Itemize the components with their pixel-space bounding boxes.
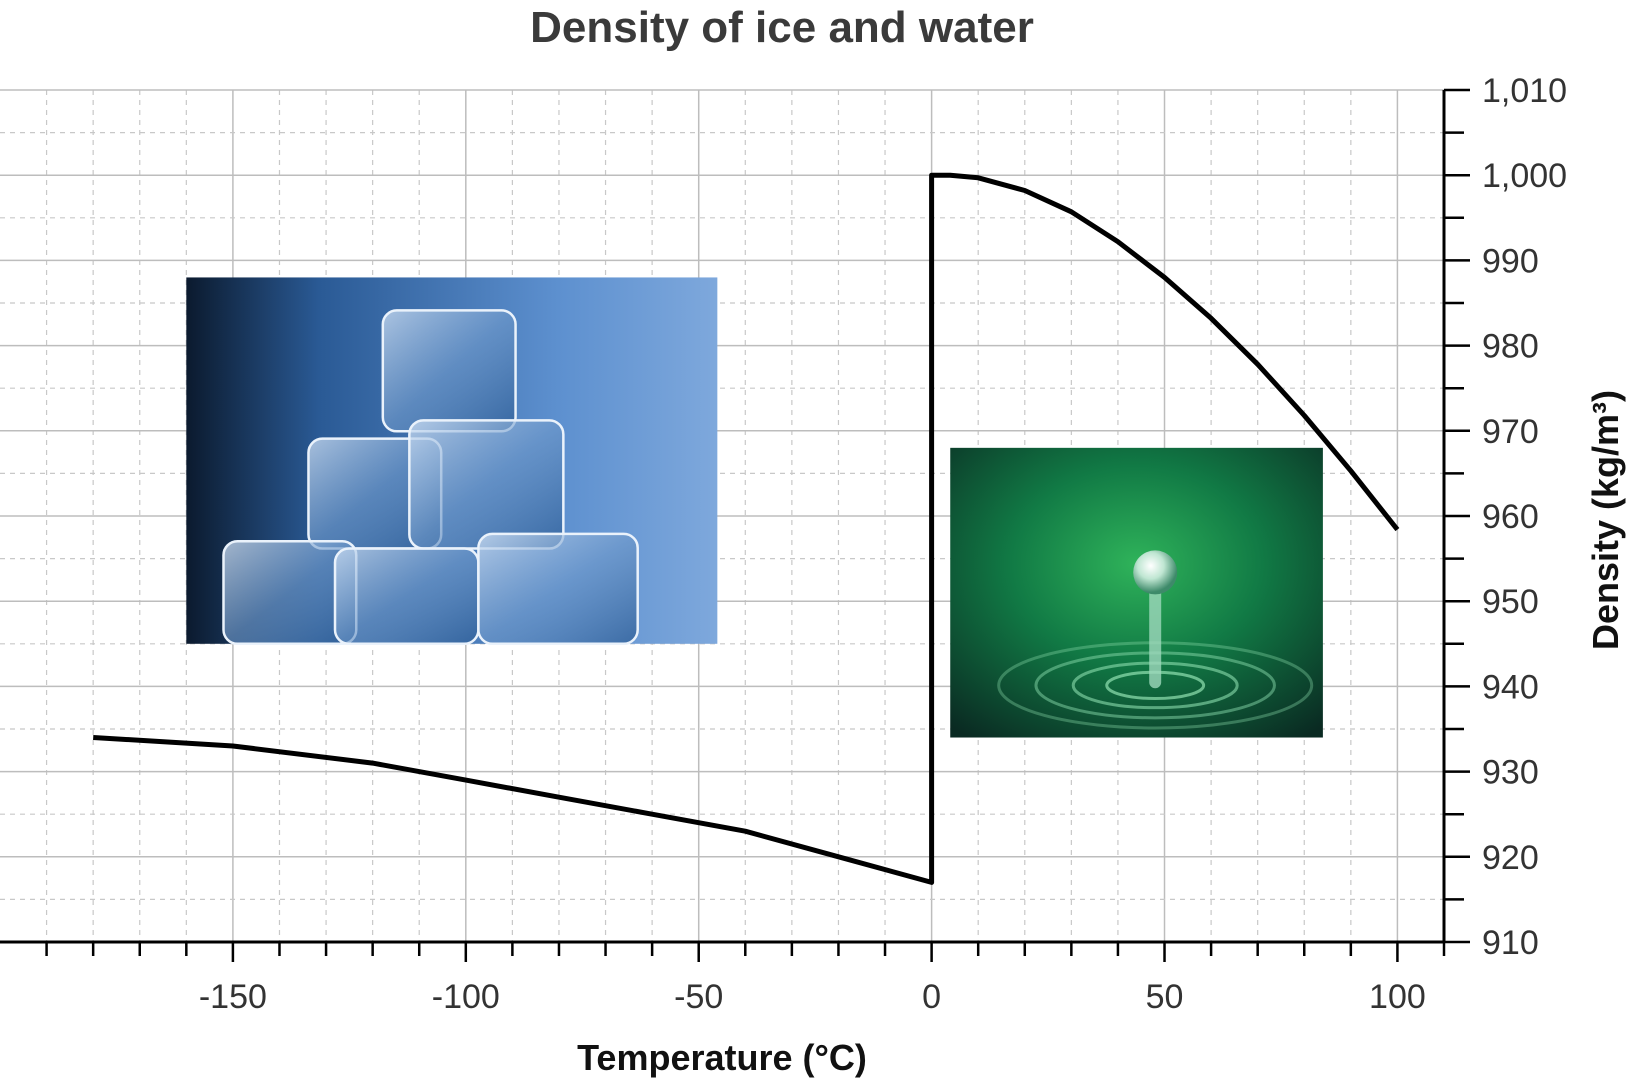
- y-tick-label: 960: [1482, 498, 1539, 536]
- series-lines: [93, 172, 1400, 885]
- y-tick-label: 950: [1482, 583, 1539, 621]
- water-droplet-photo: [950, 447, 1323, 738]
- x-tick-label: -50: [674, 978, 723, 1016]
- water-photo-background: [950, 447, 1323, 738]
- y-tick-label: 940: [1482, 668, 1539, 706]
- water-column: [1149, 578, 1162, 689]
- ice-cube-shape: [333, 547, 480, 646]
- y-axis-title: Density (kg/m³): [1585, 390, 1626, 650]
- chart-title: Density of ice and water: [530, 3, 1034, 52]
- x-tick-label: -150: [199, 978, 267, 1016]
- x-tick-label: 0: [922, 978, 941, 1016]
- axes: -150 -100 -50 0 50 100 910 920 930 940 950 960 970 98…: [0, 72, 1567, 1016]
- y-tick-label: 930: [1482, 754, 1539, 792]
- x-tick-label: -100: [432, 978, 500, 1016]
- x-tick-label: 100: [1369, 978, 1426, 1016]
- y-tick-label: 1,010: [1482, 72, 1567, 110]
- x-axis-title: Temperature (°C): [577, 1037, 867, 1078]
- ice-cube-shape: [381, 309, 517, 433]
- ice-cube-shape: [408, 419, 565, 550]
- y-tick-label: 980: [1482, 328, 1539, 366]
- y-tick-label: 920: [1482, 839, 1539, 877]
- ice-cube-shape: [477, 532, 639, 646]
- y-tick-label: 990: [1482, 242, 1539, 280]
- y-tick-label: 970: [1482, 413, 1539, 451]
- photos: [186, 277, 1323, 738]
- series-line-0: [93, 172, 1400, 885]
- water-droplet: [1133, 550, 1178, 595]
- y-tick-label: 1,000: [1482, 157, 1567, 195]
- y-tick-label: 910: [1482, 924, 1539, 962]
- ice-cubes-photo: [186, 277, 718, 646]
- x-tick-label: 50: [1146, 978, 1184, 1016]
